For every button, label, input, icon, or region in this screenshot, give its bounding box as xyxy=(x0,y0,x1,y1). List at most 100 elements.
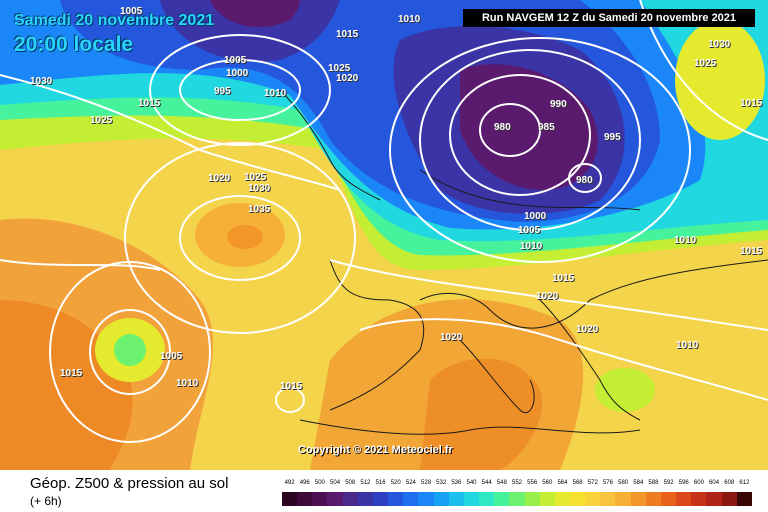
legend-tick-label: 524 xyxy=(405,480,416,486)
legend-tick-label: 540 xyxy=(466,480,477,486)
legend-tick-label: 500 xyxy=(314,480,325,486)
legend-swatch xyxy=(403,492,419,506)
legend-tick-label: 576 xyxy=(602,480,613,486)
legend-swatch xyxy=(706,492,722,506)
legend-tick-label: 520 xyxy=(390,480,401,486)
isobar-label: 1030 xyxy=(30,76,53,87)
legend-swatch xyxy=(479,492,495,506)
legend-swatch xyxy=(645,492,661,506)
legend-tick-label: 512 xyxy=(360,480,371,486)
legend-scale-labels: 492 496 500 504 508 512 516 520 524 528 532 536 540 5… xyxy=(282,480,752,490)
isobar-label: 1005 xyxy=(120,6,143,17)
isobar-label: 1015 xyxy=(552,273,575,284)
legend-tick-label: 556 xyxy=(527,480,538,486)
isobar-label: 1025 xyxy=(244,172,267,183)
weather-map xyxy=(0,0,768,470)
map-time: 20:00 locale xyxy=(14,33,134,56)
legend-tick-label: 584 xyxy=(633,480,644,486)
legend-swatch xyxy=(676,492,692,506)
legend-swatch xyxy=(312,492,328,506)
isobar-label: 980 xyxy=(494,122,511,133)
isobar-label: 1020 xyxy=(536,291,559,302)
legend-tick-label: 528 xyxy=(421,480,432,486)
isobar-label: 1010 xyxy=(176,378,199,389)
legend-swatch xyxy=(418,492,434,506)
legend-swatch xyxy=(630,492,646,506)
isobar-label: 1015 xyxy=(138,98,161,109)
isobar-label: 1000 xyxy=(226,68,249,79)
legend-tick-label: 508 xyxy=(345,480,356,486)
legend-swatch xyxy=(660,492,677,506)
isobar-label: 1010 xyxy=(676,340,699,351)
legend-tick-label: 608 xyxy=(724,480,735,486)
legend-swatch xyxy=(721,492,737,506)
legend-tick-label: 568 xyxy=(572,480,583,486)
legend-tick-label: 548 xyxy=(496,480,507,486)
legend-tick-label: 588 xyxy=(648,480,659,486)
isobar-label: 995 xyxy=(604,132,621,143)
legend-tick-label: 596 xyxy=(678,480,689,486)
legend-tick-label: 492 xyxy=(284,480,295,486)
legend-tick-label: 504 xyxy=(330,480,341,486)
isobar-label: 1010 xyxy=(264,88,287,99)
legend-swatch xyxy=(615,492,631,506)
isobar-label: 1030 xyxy=(708,39,731,50)
isobar-label: 1015 xyxy=(740,98,763,109)
isobar-label: 1005 xyxy=(224,55,247,66)
isobar-label: 1010 xyxy=(398,14,421,25)
isobar-label: 990 xyxy=(550,99,567,110)
legend-swatch xyxy=(600,492,616,506)
isobar-label: 1015 xyxy=(740,246,763,257)
isobar-label: 1020 xyxy=(336,73,359,84)
legend-swatch xyxy=(433,492,449,506)
legend-panel: Géop. Z500 & pression au sol (+ 6h) 492 4… xyxy=(0,470,768,512)
isobar-label: 1025 xyxy=(328,63,351,74)
isobar-label: 1010 xyxy=(520,241,543,252)
legend-swatch xyxy=(554,492,570,506)
legend-tick-label: 544 xyxy=(481,480,492,486)
legend-tick-label: 560 xyxy=(542,480,553,486)
legend-color-scale xyxy=(282,492,752,506)
legend-tick-label: 564 xyxy=(557,480,568,486)
isobar-label: 1015 xyxy=(336,29,359,40)
isobar-label: 1020 xyxy=(208,173,231,184)
legend-swatch xyxy=(539,492,555,506)
isobar-label: 1020 xyxy=(576,324,599,335)
isobar-label: 1020 xyxy=(440,332,463,343)
legend-tick-label: 572 xyxy=(587,480,598,486)
legend-tick-label: 600 xyxy=(693,480,704,486)
legend-tick-label: 532 xyxy=(436,480,447,486)
isobar-label: 1015 xyxy=(60,368,83,379)
legend-swatch xyxy=(297,492,313,506)
legend-title: Géop. Z500 & pression au sol xyxy=(30,475,229,492)
legend-swatch xyxy=(585,492,601,506)
legend-swatch xyxy=(327,492,343,506)
isobar-label: 1005 xyxy=(160,351,183,362)
isobar-label: 1000 xyxy=(524,211,547,222)
legend-swatch xyxy=(357,492,373,506)
map-date: Samedi 20 novembre 2021 xyxy=(14,12,215,29)
isobar-label: 1025 xyxy=(694,58,717,69)
model-run-label: Run NAVGEM 12 Z du Samedi 20 novembre 20… xyxy=(463,9,755,27)
legend-tick-label: 612 xyxy=(739,480,750,486)
isobar-label: 1035 xyxy=(248,204,271,215)
legend-tick-label: 552 xyxy=(511,480,523,486)
legend-tick-label: 496 xyxy=(299,480,310,486)
legend-tick-label: 516 xyxy=(375,480,386,486)
legend-tick-label: 604 xyxy=(709,480,720,486)
legend-swatch xyxy=(494,492,510,506)
legend-swatch xyxy=(388,492,404,506)
legend-swatch xyxy=(463,492,480,506)
isobar-label: 1015 xyxy=(280,381,303,392)
legend-tick-label: 580 xyxy=(618,480,629,486)
isobar-label: 1025 xyxy=(90,115,113,126)
legend-swatch xyxy=(448,492,464,506)
legend-swatch xyxy=(691,492,707,506)
legend-tick-label: 536 xyxy=(451,480,462,486)
legend-swatch xyxy=(569,492,586,506)
legend-tick-label: 592 xyxy=(663,480,674,486)
isobar-label: 985 xyxy=(538,122,555,133)
legend-swatch xyxy=(736,492,752,506)
legend-swatch xyxy=(524,492,540,506)
